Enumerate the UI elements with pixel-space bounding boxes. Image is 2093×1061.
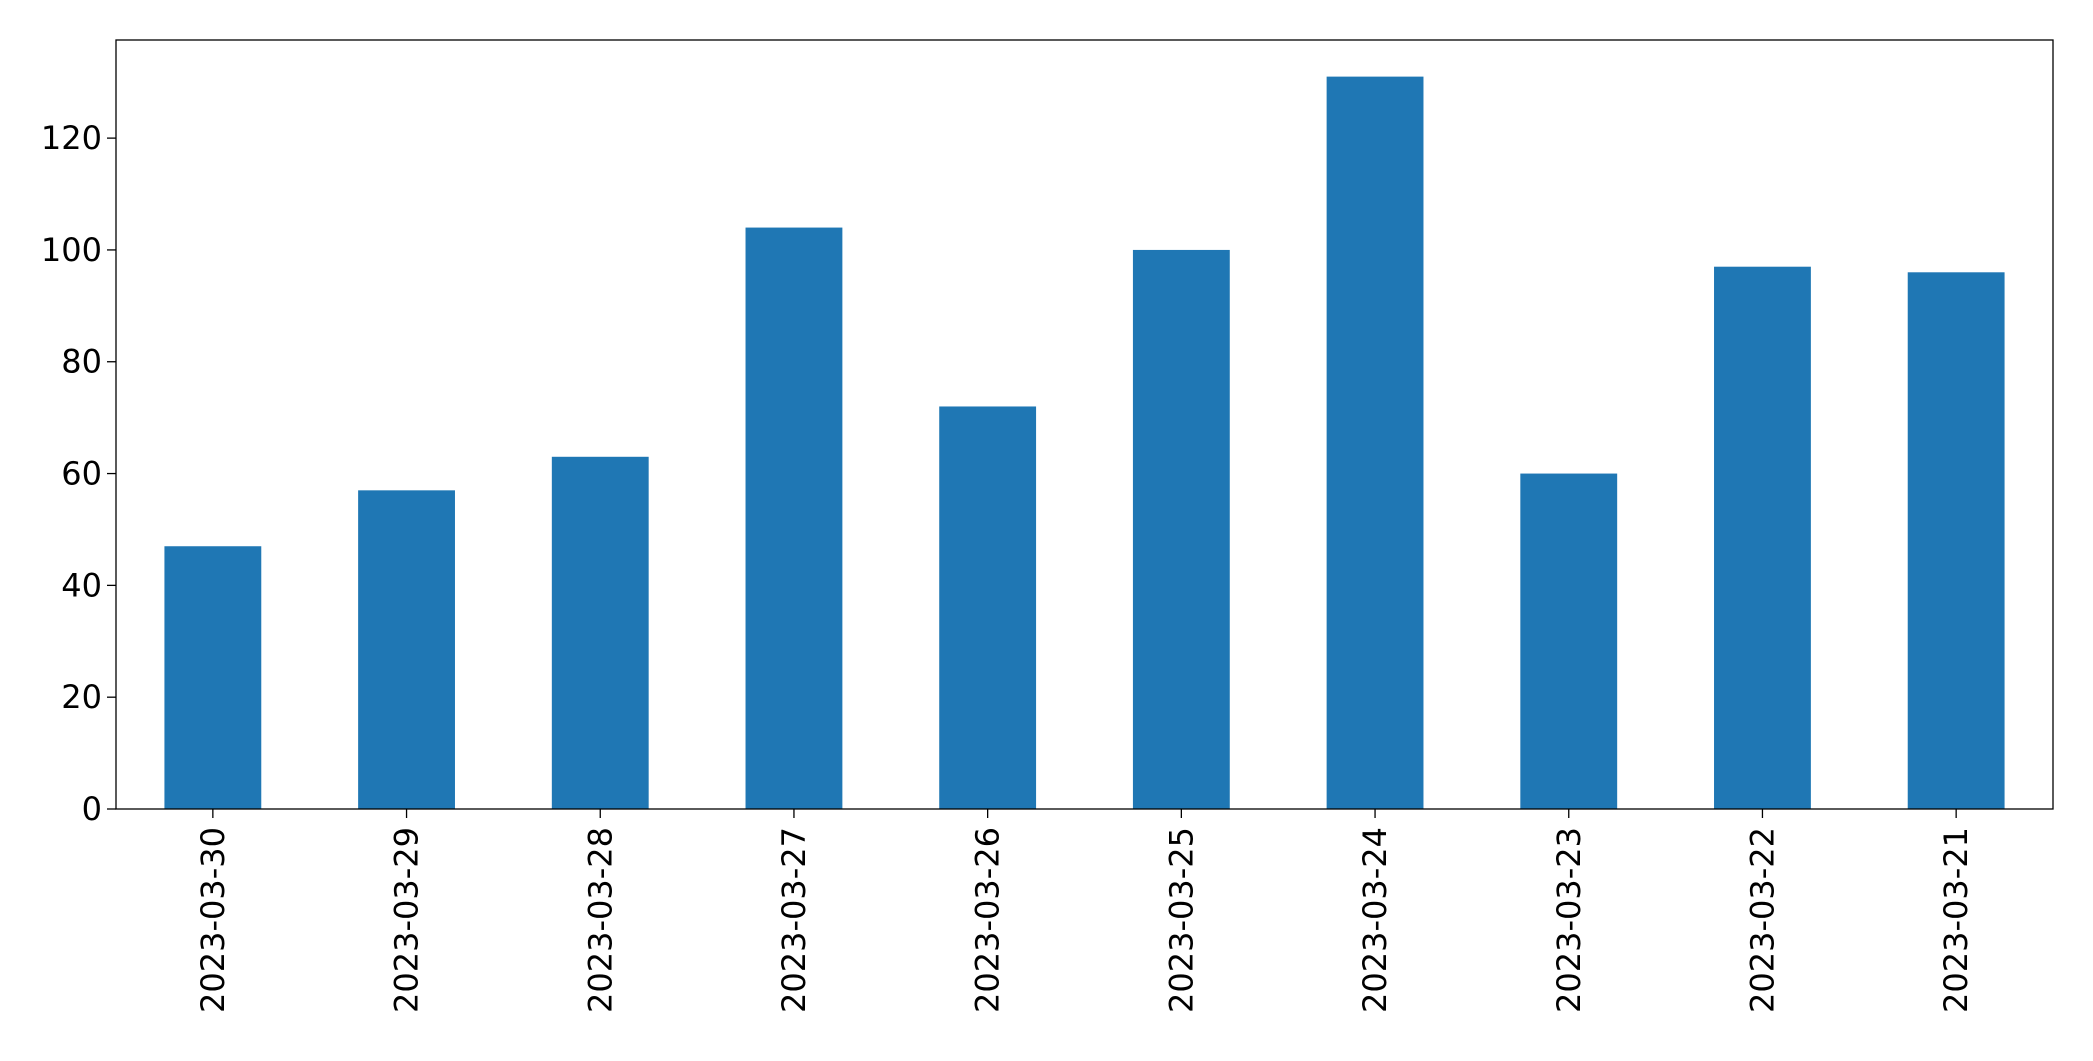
x-tick-label: 2023-03-26 bbox=[969, 827, 1007, 1013]
bar bbox=[939, 406, 1037, 809]
x-tick-label: 2023-03-25 bbox=[1162, 827, 1200, 1013]
x-tick-label: 2023-03-28 bbox=[581, 827, 619, 1013]
bar bbox=[745, 227, 843, 809]
bar bbox=[1714, 266, 1811, 810]
x-tick-label: 2023-03-27 bbox=[775, 827, 813, 1013]
x-tick-label: 2023-03-30 bbox=[194, 827, 232, 1013]
y-tick-label: 20 bbox=[61, 678, 102, 716]
bar bbox=[1520, 473, 1618, 809]
bar bbox=[1907, 272, 2005, 809]
y-tick-label: 0 bbox=[82, 790, 102, 828]
plot-frame bbox=[115, 39, 2054, 810]
y-tick-label: 60 bbox=[61, 455, 102, 493]
bar bbox=[1326, 76, 1424, 810]
y-tick-label: 80 bbox=[61, 343, 102, 381]
x-tick-label: 2023-03-23 bbox=[1550, 827, 1588, 1013]
x-tick-label: 2023-03-29 bbox=[388, 827, 426, 1013]
bar bbox=[358, 490, 455, 809]
x-tick-label: 2023-03-24 bbox=[1356, 827, 1394, 1013]
bar bbox=[1132, 249, 1230, 810]
y-tick-label: 100 bbox=[41, 231, 102, 269]
y-tick-label: 120 bbox=[41, 119, 102, 157]
bar bbox=[551, 456, 649, 809]
x-tick-label: 2023-03-22 bbox=[1743, 827, 1781, 1013]
x-tick-label: 2023-03-21 bbox=[1937, 827, 1975, 1013]
y-tick-label: 40 bbox=[61, 566, 102, 604]
bar bbox=[164, 546, 262, 809]
